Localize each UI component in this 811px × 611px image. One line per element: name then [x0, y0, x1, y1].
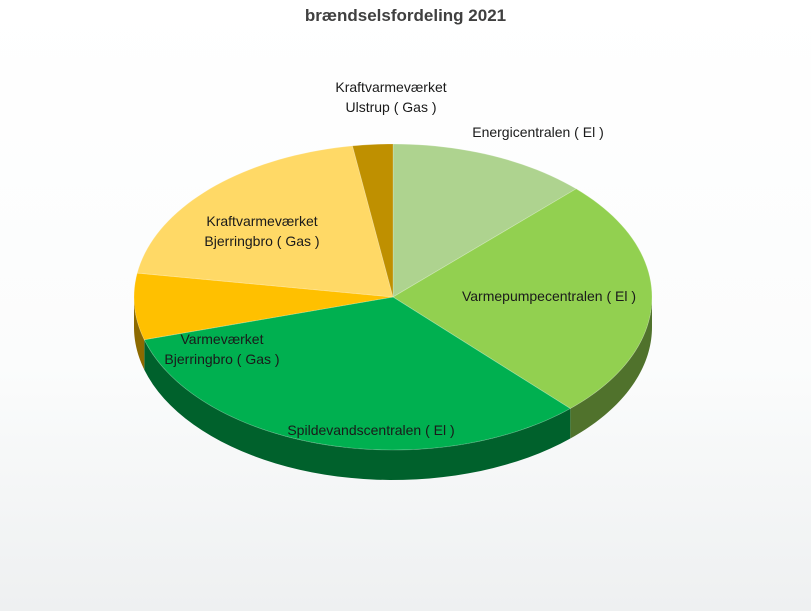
- slice-label-0: Energicentralen ( El ): [472, 124, 604, 140]
- slice-label-5: Kraftvarmeværket Ulstrup ( Gas ): [335, 79, 446, 115]
- pie-slice-side-1: [570, 297, 652, 439]
- slice-label-line: Varmeværket: [181, 331, 264, 347]
- slice-label-line: Ulstrup ( Gas ): [345, 99, 436, 115]
- slice-label-1: Varmepumpecentralen ( El ): [462, 288, 636, 304]
- slice-label-line: Energicentralen ( El ): [472, 124, 604, 140]
- slice-label-3: Varmeværket Bjerringbro ( Gas ): [164, 331, 279, 367]
- slice-label-line: Bjerringbro ( Gas ): [164, 351, 279, 367]
- chart-title: brændselsfordeling 2021: [304, 6, 507, 25]
- slice-label-line: Kraftvarmeværket: [335, 79, 446, 95]
- slice-label-line: Kraftvarmeværket: [206, 213, 317, 229]
- pie-slice-5[interactable]: [351, 143, 394, 298]
- slice-label-line: Varmepumpecentralen ( El ): [462, 288, 636, 304]
- pie-slice-2[interactable]: [143, 296, 572, 451]
- pie-slice-side-2: [144, 339, 571, 480]
- slice-label-2: Spildevandscentralen ( El ): [287, 422, 454, 438]
- slice-label-4: Kraftvarmeværket Bjerringbro ( Gas ): [204, 213, 319, 249]
- pie-slice-3[interactable]: [133, 272, 394, 341]
- pie-slice-0[interactable]: [392, 143, 577, 298]
- slice-label-line: Bjerringbro ( Gas ): [204, 233, 319, 249]
- slice-label-line: Spildevandscentralen ( El ): [287, 422, 454, 438]
- pie-slice-4[interactable]: [136, 145, 394, 298]
- pie-slice-1[interactable]: [392, 188, 653, 409]
- pie-slice-side-3: [134, 297, 145, 370]
